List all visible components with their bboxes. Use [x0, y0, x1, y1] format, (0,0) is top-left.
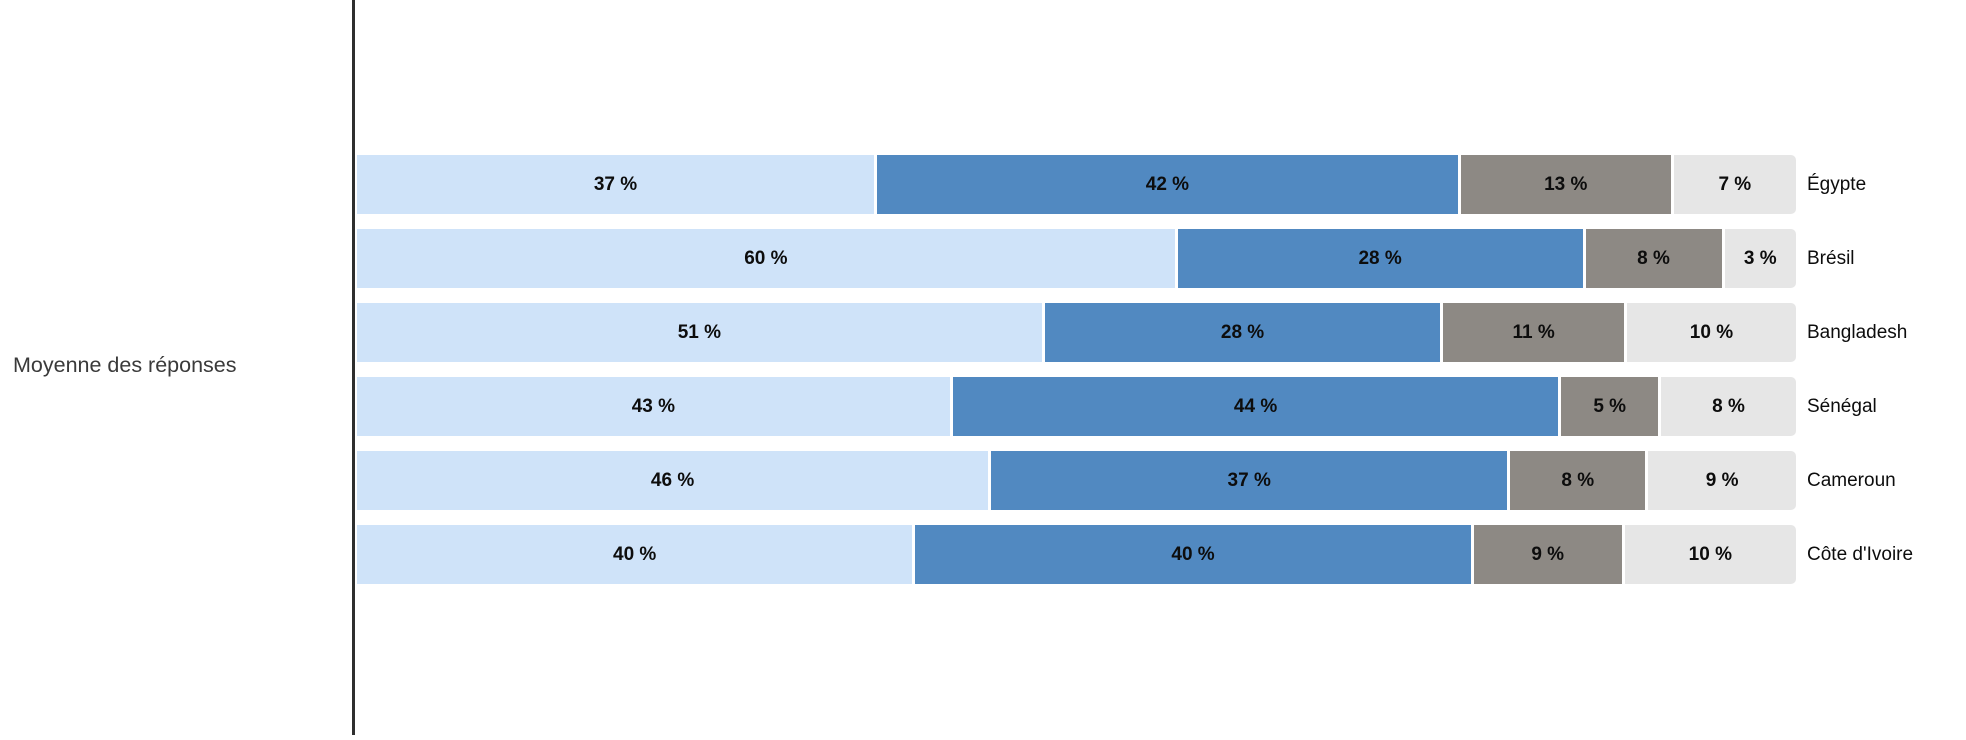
bar-segment-dark-gray: 11 %: [1443, 303, 1624, 362]
bar-segment-light-blue: 40 %: [357, 525, 913, 584]
bar-segment-light-gray: 9 %: [1648, 451, 1797, 510]
category-label: Cameroun: [1807, 469, 1896, 491]
bar-segment-medium-blue: 40 %: [915, 525, 1471, 584]
bar-value-label: 51 %: [677, 321, 722, 343]
bar-segment-light-gray: 10 %: [1624, 525, 1796, 584]
bar-value-label: 10 %: [1688, 543, 1732, 565]
stacked-bar: 46 % 37 % 8 % 9 %: [357, 451, 1797, 510]
bar-segment-light-gray: 8 %: [1661, 377, 1796, 436]
bar-segment-light-blue: 60 %: [357, 229, 1175, 288]
bar-value-label: 11 %: [1512, 321, 1555, 343]
bar-value-label: 10 %: [1689, 321, 1734, 343]
bar-value-label: 40 %: [1171, 543, 1215, 565]
bar-value-label: 40 %: [613, 543, 657, 565]
bar-row: 43 % 44 % 5 % 8 % Sénégal: [357, 377, 1913, 436]
bar-segment-light-blue: 43 %: [357, 377, 950, 436]
bar-segment-medium-blue: 28 %: [1177, 229, 1583, 288]
bar-value-label: 8 %: [1712, 395, 1745, 417]
bar-value-label: 28 %: [1220, 321, 1265, 343]
bar-value-label: 44 %: [1233, 395, 1278, 417]
stacked-bar: 40 % 40 % 9 % 10 %: [357, 525, 1796, 584]
bar-row: 60 % 28 % 8 % 3 % Brésil: [357, 229, 1913, 288]
bar-rows: 37 % 42 % 13 % 7 % Égypte 60 % 28 % 8 % …: [357, 155, 1913, 584]
bar-value-label: 8 %: [1561, 469, 1595, 491]
category-label: Brésil: [1807, 247, 1855, 269]
bar-value-label: 37 %: [593, 173, 638, 195]
stacked-bar: 43 % 44 % 5 % 8 %: [357, 377, 1796, 436]
stacked-bar: 51 % 28 % 11 % 10 %: [357, 303, 1796, 362]
category-label: Bangladesh: [1807, 321, 1908, 343]
bar-segment-light-gray: 7 %: [1673, 155, 1796, 214]
vertical-axis-line: [352, 0, 355, 735]
bar-value-label: 37 %: [1227, 469, 1271, 491]
bar-value-label: 9 %: [1705, 469, 1739, 491]
bar-row: 40 % 40 % 9 % 10 % Côte d'Ivoire: [357, 525, 1913, 584]
category-label: Côte d'Ivoire: [1807, 543, 1914, 565]
bar-segment-light-gray: 10 %: [1626, 303, 1796, 362]
bar-segment-light-blue: 37 %: [357, 155, 874, 214]
bar-segment-dark-gray: 9 %: [1473, 525, 1622, 584]
bar-segment-medium-blue: 42 %: [876, 155, 1458, 214]
bar-value-label: 8 %: [1637, 247, 1670, 269]
bar-segment-light-blue: 46 %: [357, 451, 989, 510]
bar-segment-dark-gray: 13 %: [1460, 155, 1671, 214]
bar-row: 51 % 28 % 11 % 10 % Bangladesh: [357, 303, 1913, 362]
bar-value-label: 13 %: [1544, 173, 1588, 195]
bar-value-label: 5 %: [1593, 395, 1627, 417]
bar-segment-medium-blue: 37 %: [991, 451, 1508, 510]
bar-row: 37 % 42 % 13 % 7 % Égypte: [357, 155, 1913, 214]
bar-value-label: 43 %: [631, 395, 676, 417]
bar-segment-dark-gray: 5 %: [1561, 377, 1659, 436]
bar-value-label: 60 %: [744, 247, 788, 269]
bar-value-label: 46 %: [650, 469, 695, 491]
bar-value-label: 3 %: [1743, 247, 1777, 269]
bar-segment-dark-gray: 8 %: [1585, 229, 1722, 288]
bar-segment-medium-blue: 44 %: [952, 377, 1559, 436]
bar-row: 46 % 37 % 8 % 9 % Cameroun: [357, 451, 1913, 510]
bar-value-label: 7 %: [1718, 173, 1752, 195]
bar-value-label: 42 %: [1145, 173, 1190, 195]
bar-segment-dark-gray: 8 %: [1510, 451, 1646, 510]
stacked-bar: 37 % 42 % 13 % 7 %: [357, 155, 1796, 214]
bar-segment-light-blue: 51 %: [357, 303, 1042, 362]
bar-value-label: 9 %: [1531, 543, 1565, 565]
bar-segment-light-gray: 3 %: [1724, 229, 1796, 288]
bar-segment-medium-blue: 28 %: [1044, 303, 1441, 362]
bar-value-label: 28 %: [1358, 247, 1402, 269]
category-label: Sénégal: [1807, 395, 1877, 417]
category-label: Égypte: [1807, 173, 1867, 195]
axis-label: Moyenne des réponses: [13, 353, 237, 377]
stacked-bar: 60 % 28 % 8 % 3 %: [357, 229, 1796, 288]
